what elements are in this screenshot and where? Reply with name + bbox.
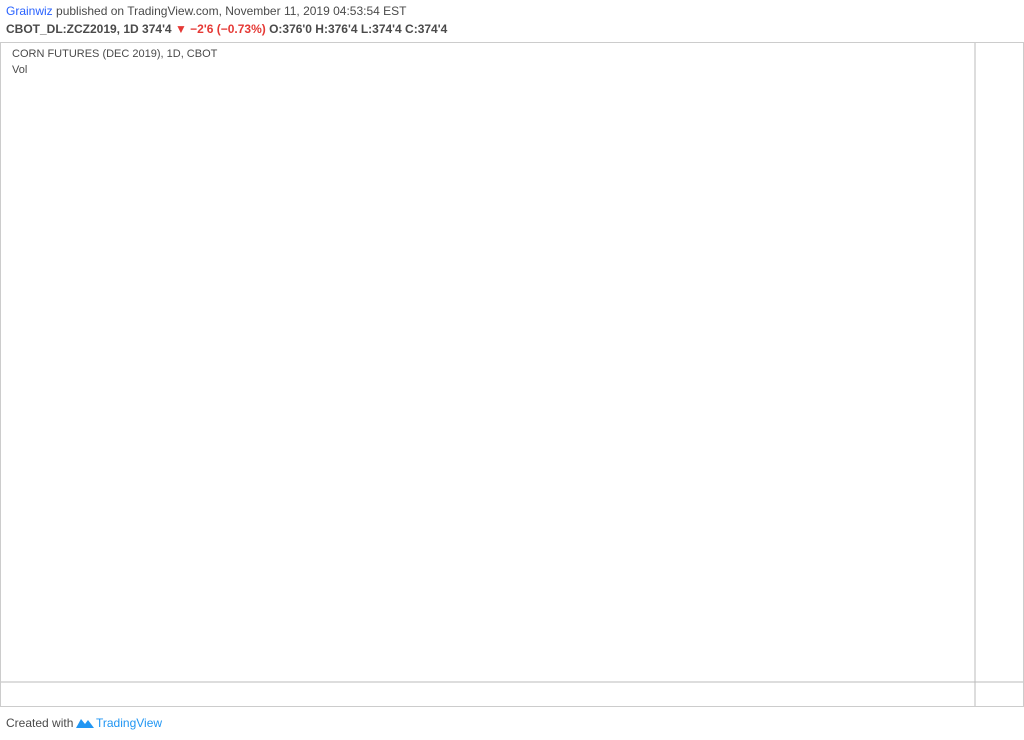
- change: ▼ −2'6 (−0.73%): [175, 22, 266, 36]
- published: published on TradingView.com, November 1…: [56, 4, 407, 18]
- header-line-2: CBOT_DL:ZCZ2019, 1D 374'4 ▼ −2'6 (−0.73%…: [6, 22, 448, 36]
- footer-created: Created with: [6, 716, 73, 730]
- tradingview-logo: [76, 719, 94, 728]
- footer-brand: TradingView: [96, 716, 162, 730]
- symbol: CBOT_DL:ZCZ2019, 1D: [6, 22, 139, 36]
- author: Grainwiz: [6, 4, 53, 18]
- chart-title: CORN FUTURES (DEC 2019), 1D, CBOT: [12, 48, 218, 60]
- ohlc-text: O:376'0 H:376'4 L:374'4 C:374'4: [269, 22, 448, 36]
- header-line-1: Grainwiz published on TradingView.com, N…: [6, 4, 407, 18]
- volume-label: Vol: [12, 64, 27, 76]
- price: 374'4: [142, 22, 172, 36]
